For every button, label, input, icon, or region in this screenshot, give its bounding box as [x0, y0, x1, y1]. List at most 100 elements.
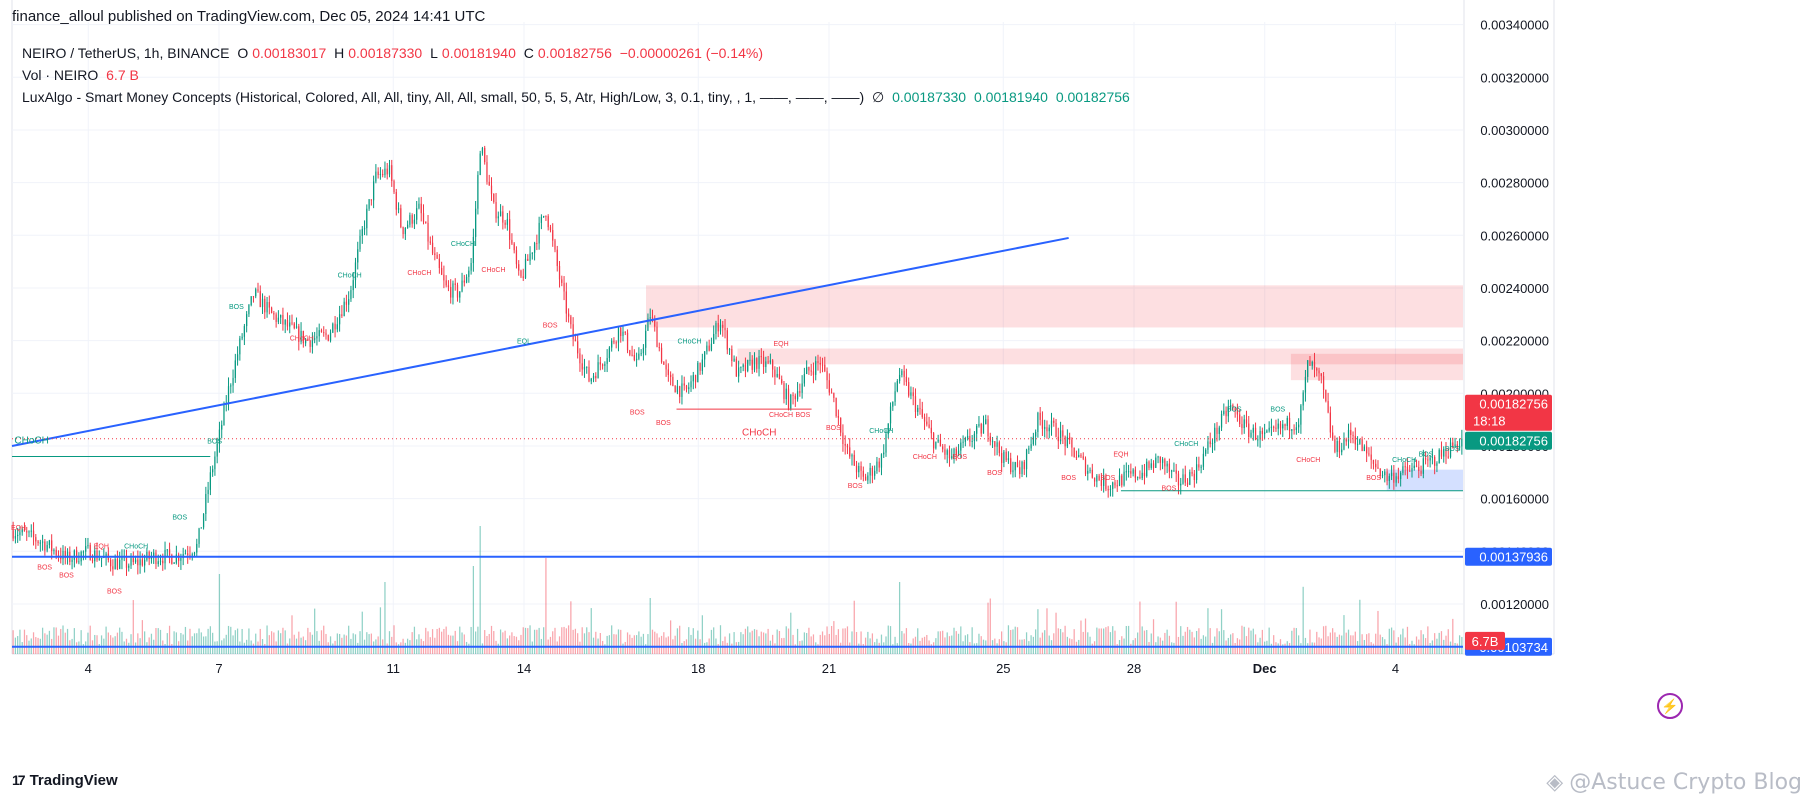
- volume-bar: [1198, 628, 1200, 654]
- candle-body: [932, 433, 935, 449]
- volume-bar: [1064, 625, 1066, 654]
- tradingview-logo[interactable]: 17 TradingView: [12, 772, 118, 789]
- candle-body: [452, 283, 454, 298]
- volume-bar: [846, 626, 849, 654]
- volume-bar: [1089, 636, 1091, 654]
- candle-body: [1370, 454, 1372, 461]
- volume-bar: [499, 629, 502, 654]
- x-tick-label: 4: [1392, 661, 1399, 676]
- candle-body: [953, 448, 955, 457]
- candle-body: [402, 227, 404, 235]
- candle-body: [738, 367, 740, 377]
- trendline[interactable]: [11, 236, 1069, 447]
- candle-body: [665, 364, 667, 370]
- volume-bar: [549, 636, 552, 654]
- low-value: 0.00181940: [441, 45, 516, 61]
- candle-body: [1096, 475, 1098, 482]
- lightning-icon[interactable]: ⚡: [1657, 693, 1683, 719]
- candle-body: [1118, 475, 1121, 486]
- volume-bar: [776, 629, 778, 654]
- volume-bar: [642, 633, 645, 654]
- volume-bar: [1075, 641, 1078, 654]
- candle-body: [320, 330, 323, 333]
- volume-bar: [1143, 630, 1146, 654]
- candle-body: [969, 435, 971, 442]
- volume-bar: [1209, 628, 1211, 654]
- candle-body: [295, 326, 298, 329]
- candle-body: [735, 358, 737, 377]
- volume-bar: [105, 626, 107, 654]
- x-tick-label: 28: [1127, 661, 1141, 676]
- volume-bar: [976, 643, 978, 654]
- candle-body: [708, 345, 710, 351]
- candle-body: [724, 327, 726, 331]
- volume-bar: [638, 631, 640, 654]
- candle-body: [1248, 423, 1250, 437]
- volume-bar: [87, 632, 89, 654]
- volume-bar: [141, 620, 143, 654]
- candle-body: [248, 305, 250, 315]
- indicator-hidden-icon[interactable]: ∅: [872, 89, 885, 105]
- volume-bar: [1137, 632, 1139, 654]
- volume-bar: [1046, 608, 1048, 654]
- volume-bar: [431, 629, 434, 654]
- volume-bar: [1130, 643, 1132, 654]
- volume-bar: [1057, 628, 1059, 654]
- indicator-value-1: 0.00187330: [892, 89, 967, 105]
- candle-body: [869, 467, 871, 476]
- candle-body: [1245, 419, 1248, 424]
- candle-body: [422, 213, 425, 222]
- volume-bar: [411, 632, 413, 654]
- volume-bar: [1195, 630, 1198, 654]
- candle-body: [828, 380, 830, 393]
- volume-bar: [613, 634, 615, 654]
- volume-bar: [574, 628, 577, 654]
- volume-bar: [1180, 626, 1182, 654]
- volume-bar: [966, 634, 969, 654]
- candle-body: [96, 550, 98, 560]
- candle-body: [1010, 458, 1012, 473]
- candle-body: [1078, 454, 1080, 458]
- volume-bar: [1010, 629, 1012, 654]
- candle-body: [450, 287, 452, 298]
- candle-body: [1266, 430, 1268, 433]
- candle-body: [1270, 426, 1273, 428]
- volume-bar: [354, 634, 357, 654]
- volume-bar: [1404, 637, 1406, 654]
- candle-body: [574, 339, 577, 342]
- volume-bar: [529, 625, 531, 654]
- volume-bar: [314, 608, 316, 654]
- candle-body: [1359, 439, 1361, 444]
- candle-body: [592, 375, 595, 379]
- candle-body: [694, 375, 697, 383]
- candle-body: [1232, 405, 1234, 409]
- candle-body: [447, 285, 450, 288]
- volume-bar: [443, 628, 445, 654]
- candle-body: [1320, 373, 1322, 377]
- candle-body: [819, 362, 821, 365]
- volume-bar: [121, 631, 123, 654]
- candle-body: [1035, 431, 1037, 437]
- candle-body: [62, 550, 64, 560]
- candle-body: [1329, 412, 1331, 433]
- structure-label: CHoCH: [1392, 457, 1416, 464]
- volume-bar: [747, 626, 749, 654]
- candle-body: [1116, 485, 1118, 487]
- candle-body: [236, 354, 239, 361]
- volume-bar: [690, 634, 692, 654]
- structure-label: BOS: [656, 420, 671, 427]
- structure-label: BOS: [229, 304, 244, 311]
- volume-bar: [844, 628, 846, 654]
- candle-body: [1413, 465, 1415, 469]
- candle-body: [1216, 427, 1218, 434]
- volume-bar: [89, 625, 91, 654]
- candle-body: [1415, 465, 1418, 467]
- candle-body: [461, 280, 463, 292]
- structure-label: BOS: [107, 588, 122, 595]
- volume-bar: [590, 608, 592, 654]
- volume-bar: [830, 626, 833, 654]
- volume-bar: [1275, 642, 1277, 654]
- candle-body: [490, 185, 493, 194]
- candle-body: [1025, 449, 1028, 470]
